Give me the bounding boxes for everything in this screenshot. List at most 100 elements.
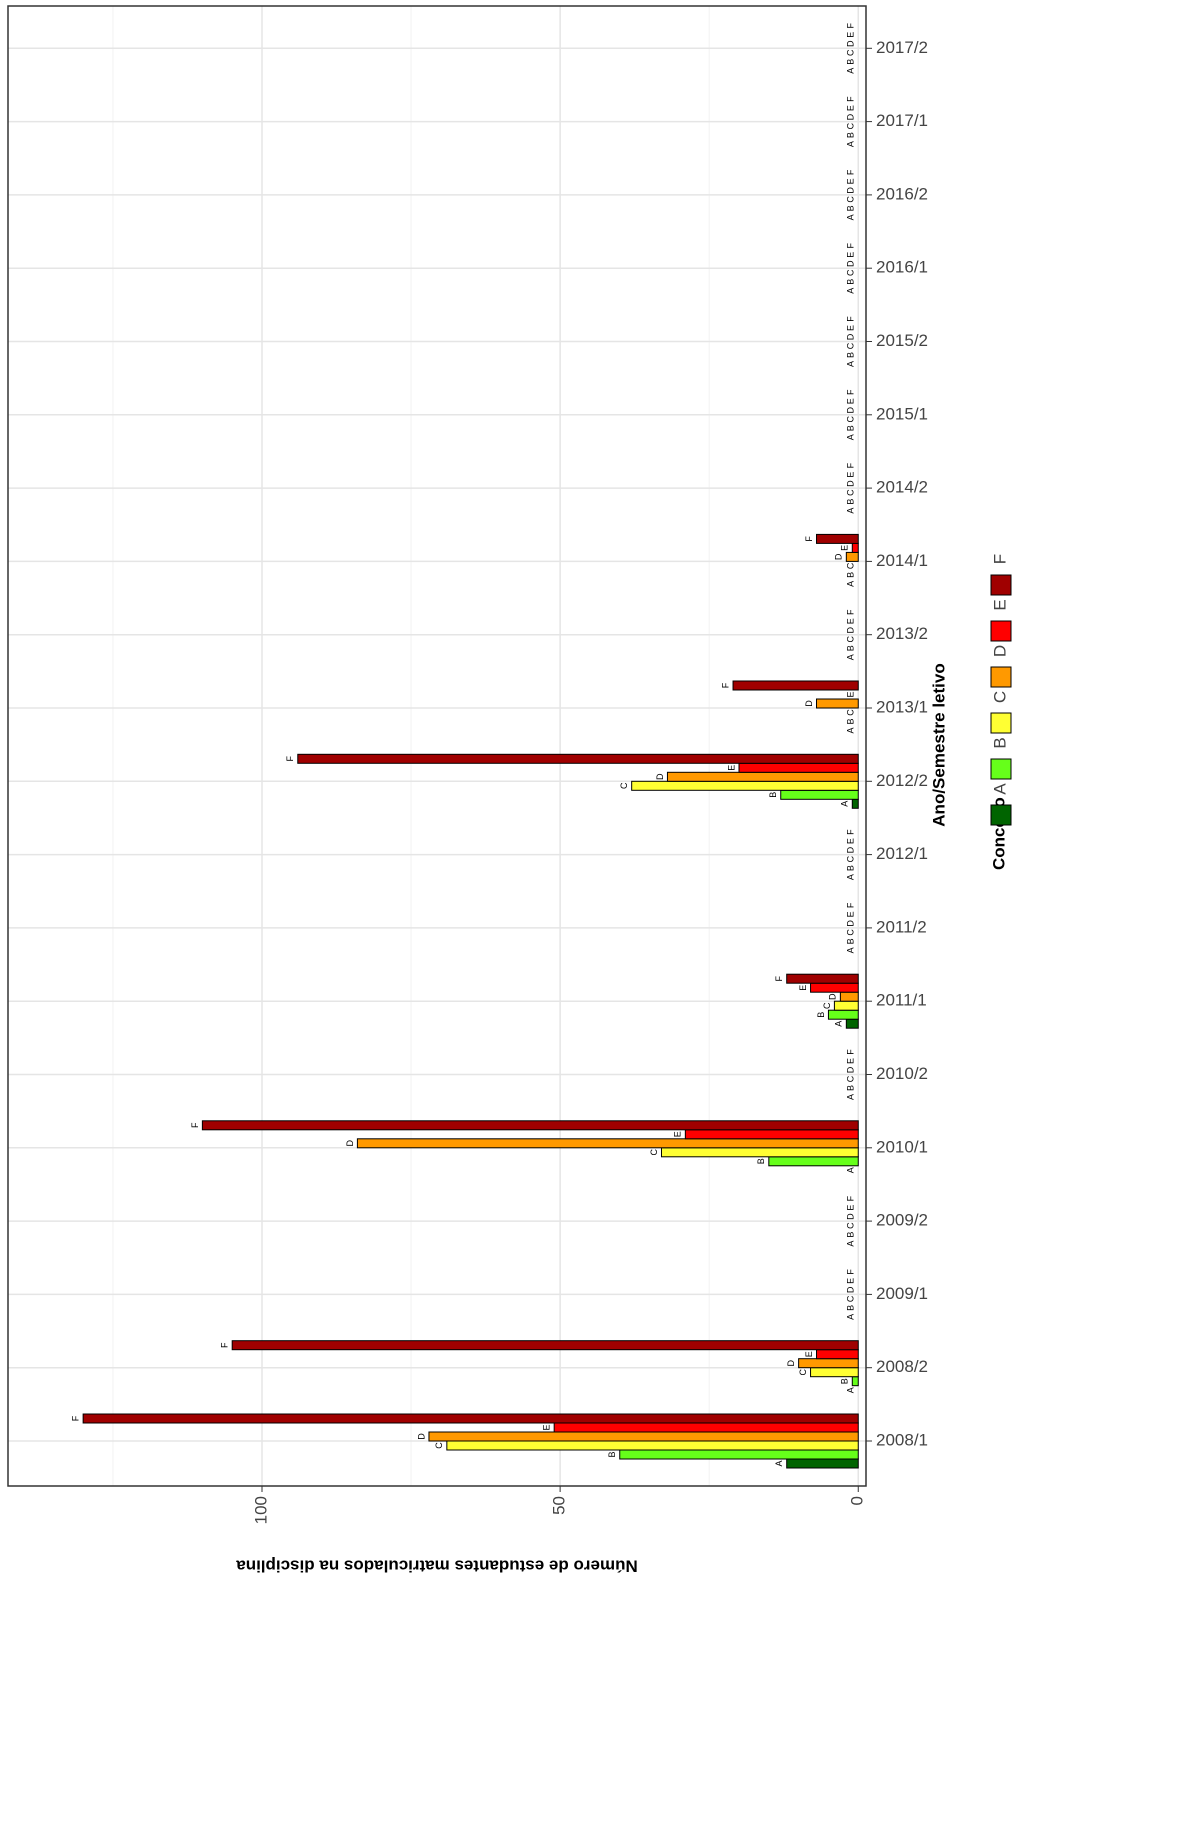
- category-tick-label: 2014/2: [876, 478, 928, 497]
- bar-label: E: [846, 1058, 856, 1064]
- bar-label: F: [846, 1049, 856, 1055]
- value-tick-label: 0: [848, 1496, 867, 1505]
- bar-label: B: [840, 1378, 850, 1384]
- bar: [851, 542, 859, 553]
- bar-label: B: [846, 132, 856, 138]
- bar-label: A: [846, 947, 856, 953]
- bar-label: B: [756, 1158, 766, 1164]
- category-tick-label: 2016/1: [876, 258, 928, 277]
- bar-label: B: [846, 865, 856, 871]
- bar-label: F: [846, 902, 856, 908]
- bar-label: D: [846, 846, 856, 853]
- bar-label: E: [846, 911, 856, 917]
- bar: [82, 1413, 859, 1424]
- bar-label: B: [846, 499, 856, 505]
- bar-label: C: [846, 1222, 856, 1229]
- category-tick-label: 2010/1: [876, 1137, 928, 1156]
- bar: [780, 789, 859, 800]
- legend-label: C: [990, 691, 1009, 703]
- panel: [8, 6, 866, 1486]
- bar-label: A: [846, 1387, 856, 1393]
- bar-label: C: [846, 1075, 856, 1082]
- bar-label: F: [71, 1415, 81, 1421]
- legend-key: [990, 758, 1012, 780]
- category-tick-label: 2015/2: [876, 331, 928, 350]
- bar: [231, 1340, 859, 1351]
- bar-label: D: [846, 920, 856, 927]
- bar: [666, 771, 859, 782]
- bar: [297, 753, 859, 764]
- bar: [810, 982, 859, 993]
- legend-label: A: [990, 783, 1009, 795]
- bar-label: E: [846, 691, 856, 697]
- bar-label: D: [846, 113, 856, 120]
- bar: [851, 1376, 859, 1387]
- bar-label: B: [607, 1451, 617, 1457]
- bar-label: D: [786, 1359, 796, 1366]
- bar: [816, 1349, 859, 1360]
- bar-label: A: [846, 434, 856, 440]
- bar-label: A: [846, 288, 856, 294]
- bar-label: D: [804, 700, 814, 707]
- bar-label: C: [619, 782, 629, 789]
- bar-label: A: [846, 141, 856, 147]
- category-tick-label: 2013/1: [876, 697, 928, 716]
- bar-label: E: [804, 1351, 814, 1357]
- legend-label: D: [990, 645, 1009, 657]
- category-tick-label: 2010/2: [876, 1064, 928, 1083]
- bar-label: F: [846, 829, 856, 835]
- legend-key: [990, 712, 1012, 734]
- bar: [619, 1449, 859, 1460]
- bar-label: D: [846, 333, 856, 340]
- legend-key: [990, 804, 1012, 826]
- bar-label: F: [846, 316, 856, 322]
- category-tick-label: 2014/1: [876, 551, 928, 570]
- category-tick-label: 2011/1: [876, 991, 927, 1010]
- bar-label: D: [846, 260, 856, 267]
- bar-label: D: [846, 1213, 856, 1220]
- bar-label: E: [846, 178, 856, 184]
- bar-label: A: [846, 1241, 856, 1247]
- category-tick-label: 2017/1: [876, 111, 928, 130]
- bar-label: A: [846, 68, 856, 74]
- bar-label: E: [846, 1278, 856, 1284]
- bar: [810, 1367, 859, 1378]
- bar: [553, 1422, 859, 1433]
- bar-label: F: [846, 169, 856, 175]
- bar-label: F: [846, 389, 856, 395]
- bar: [845, 1018, 859, 1029]
- bar-label: D: [655, 773, 665, 780]
- bar-label: C: [846, 929, 856, 936]
- bar-label: B: [846, 645, 856, 651]
- bar-label: A: [834, 1021, 844, 1027]
- bar-label: C: [846, 855, 856, 862]
- bar-label: D: [846, 1066, 856, 1073]
- bar-label: B: [846, 205, 856, 211]
- bar-label: A: [846, 361, 856, 367]
- bar-label: E: [798, 985, 808, 991]
- bar-label: F: [804, 536, 814, 542]
- bar: [839, 991, 859, 1002]
- category-tick-label: 2009/2: [876, 1211, 928, 1230]
- bar-label: A: [846, 581, 856, 587]
- bar-label: C: [846, 635, 856, 642]
- bar-label: C: [846, 342, 856, 349]
- bar-label: C: [649, 1149, 659, 1156]
- bar-label: F: [846, 1195, 856, 1201]
- bar-label: C: [434, 1442, 444, 1449]
- bar-label: D: [416, 1433, 426, 1440]
- value-tick-label: 50: [550, 1496, 569, 1515]
- bar-label: D: [846, 187, 856, 194]
- category-tick-label: 2012/1: [876, 844, 928, 863]
- bar: [738, 762, 859, 773]
- bar-label: C: [798, 1368, 808, 1375]
- category-tick-label: 2016/2: [876, 184, 928, 203]
- bar-label: B: [816, 1012, 826, 1018]
- bar-label: D: [345, 1140, 355, 1147]
- category-tick-label: 2008/2: [876, 1357, 928, 1376]
- bar: [833, 1000, 859, 1011]
- bar: [798, 1358, 859, 1369]
- bar: [684, 1129, 859, 1140]
- bar-label: C: [846, 1295, 856, 1302]
